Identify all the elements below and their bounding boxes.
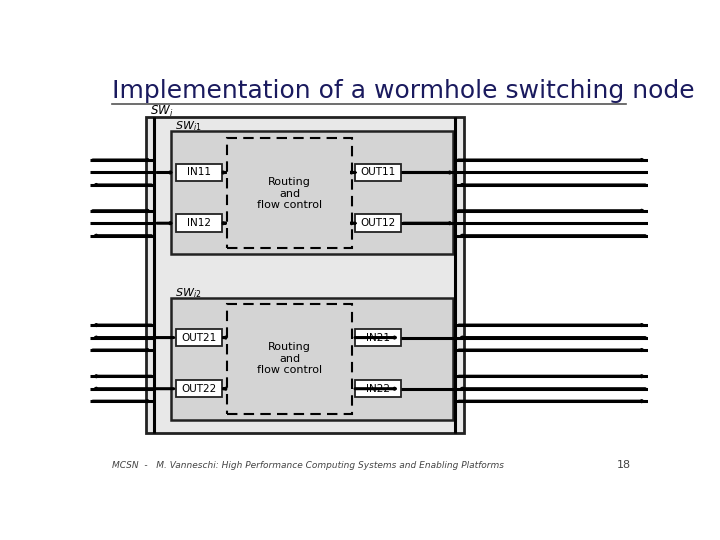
Bar: [355, 380, 401, 397]
Text: MCSN  -   M. Vanneschi: High Performance Computing Systems and Enabling Platform: MCSN - M. Vanneschi: High Performance Co…: [112, 461, 504, 470]
Text: 18: 18: [617, 460, 631, 470]
Bar: [227, 304, 352, 414]
Text: Routing
and
flow control: Routing and flow control: [257, 342, 323, 375]
Text: Implementation of a wormhole switching node: Implementation of a wormhole switching n…: [112, 79, 695, 103]
Text: IN21: IN21: [366, 333, 390, 342]
Bar: [145, 117, 464, 433]
Text: $SW_i$: $SW_i$: [150, 104, 174, 119]
Bar: [355, 329, 401, 346]
Bar: [176, 164, 222, 181]
Bar: [176, 214, 222, 232]
Bar: [176, 380, 222, 397]
Text: $SW_{i1}$: $SW_{i1}$: [176, 119, 202, 133]
Bar: [227, 138, 352, 248]
Text: OUT21: OUT21: [181, 333, 217, 342]
Text: Routing
and
flow control: Routing and flow control: [257, 177, 323, 210]
Text: $SW_{i2}$: $SW_{i2}$: [176, 286, 202, 300]
Text: OUT22: OUT22: [181, 384, 217, 394]
Bar: [355, 164, 401, 181]
Text: OUT11: OUT11: [360, 167, 395, 178]
Bar: [171, 298, 453, 420]
Text: IN22: IN22: [366, 384, 390, 394]
Text: OUT12: OUT12: [360, 218, 395, 228]
Bar: [171, 131, 453, 254]
Bar: [176, 329, 222, 346]
Text: IN12: IN12: [187, 218, 212, 228]
Bar: [355, 214, 401, 232]
Text: IN11: IN11: [187, 167, 212, 178]
